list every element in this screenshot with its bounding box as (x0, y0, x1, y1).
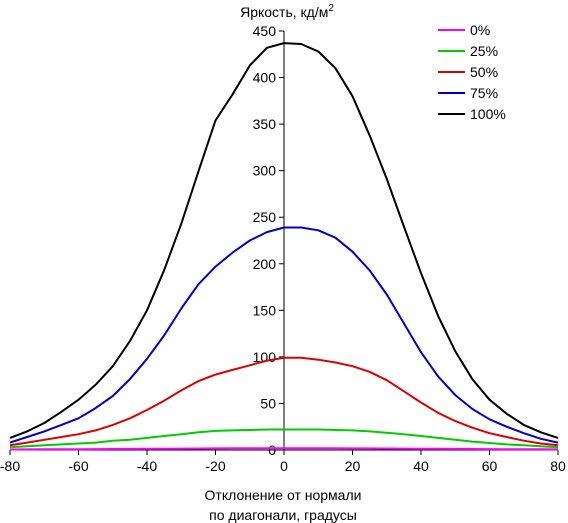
y-tick-label: 0 (268, 442, 276, 458)
series-line (9, 428, 559, 449)
y-tick-label: 50 (260, 395, 276, 411)
x-tick-label: 40 (413, 458, 429, 474)
y-tick-label: 150 (253, 302, 277, 318)
legend-label: 75% (470, 85, 498, 101)
x-tick-label: 20 (345, 458, 361, 474)
x-tick-label: -80 (0, 458, 20, 474)
chart-title: Яркость, кд/м2 (240, 3, 334, 20)
series-line (9, 226, 559, 444)
y-tick-label: 200 (253, 256, 277, 272)
y-tick-label: 400 (253, 70, 277, 86)
chart-title-superscript: 2 (328, 3, 334, 14)
axes: -80 -60 -40 -20 0 20 40 60 80 0 50 100 150 200 250 300 3… (0, 23, 566, 474)
y-tick-label: 100 (253, 349, 277, 365)
y-tick-label: 300 (253, 163, 277, 179)
x-tick-label: -60 (68, 458, 88, 474)
series-line (9, 42, 559, 439)
chart-title-text: Яркость, кд/м (240, 4, 328, 20)
x-tick-label: 0 (280, 458, 288, 474)
x-tick-label: -40 (137, 458, 157, 474)
y-tick-label: 350 (253, 116, 277, 132)
series-lines (9, 42, 559, 451)
x-tick-label: 60 (482, 458, 498, 474)
legend: 0% 25% 50% 75% 100% (438, 22, 506, 122)
x-axis-label-line1: Отклонение от нормали (205, 487, 362, 503)
series-line (9, 356, 559, 447)
x-tick-label: -20 (205, 458, 225, 474)
legend-label: 50% (470, 64, 498, 80)
x-axis-label-line2: по диагонали, градусы (209, 507, 357, 523)
y-tick-label: 250 (253, 209, 277, 225)
legend-label: 100% (470, 106, 506, 122)
legend-label: 0% (470, 22, 490, 38)
legend-label: 25% (470, 43, 498, 59)
x-tick-label: 80 (550, 458, 566, 474)
y-tick-label: 450 (253, 23, 277, 39)
series-line (9, 447, 559, 451)
